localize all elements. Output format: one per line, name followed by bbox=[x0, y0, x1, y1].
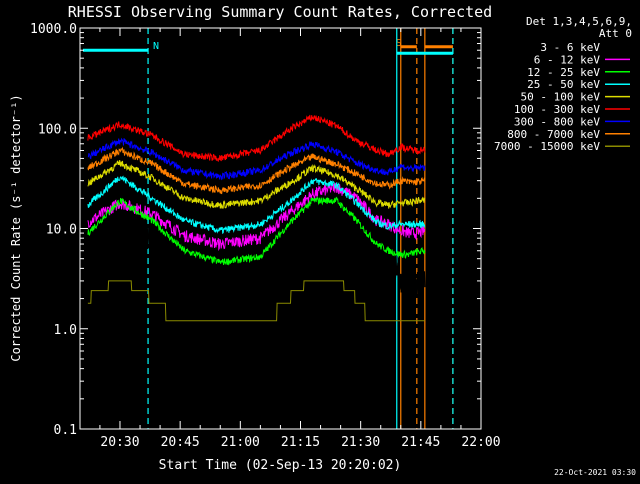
series-line-25-50-kev bbox=[87, 175, 426, 235]
x-tick-label: 21:00 bbox=[221, 435, 260, 450]
legend-label-50-100-kev: 50 - 100 keV bbox=[521, 91, 601, 104]
series-line-300-800-kev bbox=[87, 137, 426, 181]
legend-header-line-1: Det 1,3,4,5,6,9, bbox=[526, 15, 632, 28]
y-tick-label: 100.0 bbox=[38, 122, 77, 137]
x-tick-label: 21:45 bbox=[401, 435, 440, 450]
series-line-12-25-kev bbox=[87, 196, 426, 266]
chart-title: RHESSI Observing Summary Count Rates, Co… bbox=[68, 3, 492, 21]
marker-label: N bbox=[153, 41, 159, 52]
x-tick-label: 22:00 bbox=[461, 435, 500, 450]
series-line-800-7000-kev bbox=[87, 146, 426, 195]
x-tick-label: 20:45 bbox=[161, 435, 200, 450]
y-tick-label: 1000.0 bbox=[30, 22, 77, 37]
legend-header-line-2: Att 0 bbox=[599, 27, 632, 40]
legend-label-12-25-kev: 12 - 25 keV bbox=[527, 66, 600, 79]
legend-label-6-12-kev: 6 - 12 keV bbox=[534, 53, 601, 66]
y-tick-label: 10.0 bbox=[46, 223, 77, 238]
legend-label-3-6-kev: 3 - 6 keV bbox=[540, 41, 600, 54]
legend-label-800-7000-kev: 800 - 7000 keV bbox=[507, 128, 600, 141]
x-tick-label: 20:30 bbox=[100, 435, 139, 450]
y-tick-label: 1.0 bbox=[54, 323, 77, 338]
y-axis-label: Corrected Count Rate (s⁻¹ detector⁻¹) bbox=[9, 94, 23, 361]
legend-label-100-300-kev: 100 - 300 keV bbox=[514, 103, 600, 116]
axis-layer: 20:30 20:45 21:00 21:15 21:30 21:45 22:00 0.1 1.… bbox=[30, 22, 501, 450]
x-axis-label: Start Time (02-Sep-13 20:20:02) bbox=[159, 458, 402, 473]
series-line-100-300-kev bbox=[87, 114, 426, 163]
plot-frame bbox=[79, 27, 482, 430]
marker-label: S bbox=[396, 38, 402, 49]
legend-label-7000-15000-kev: 7000 - 15000 keV bbox=[494, 140, 600, 153]
timestamp: 22-Oct-2021 03:30 bbox=[554, 468, 636, 477]
y-tick-label: 0.1 bbox=[54, 423, 77, 438]
series-layer bbox=[87, 114, 426, 322]
x-tick-label: 21:30 bbox=[341, 435, 380, 450]
series-line-50-100-kev bbox=[87, 160, 426, 209]
x-tick-label: 21:15 bbox=[281, 435, 320, 450]
series-line-7000-15000-kev bbox=[87, 280, 425, 322]
legend-label-25-50-kev: 25 - 50 keV bbox=[527, 78, 600, 91]
series-line-3-6-kev bbox=[87, 200, 426, 295]
legend-label-300-800-kev: 300 - 800 keV bbox=[514, 115, 600, 128]
